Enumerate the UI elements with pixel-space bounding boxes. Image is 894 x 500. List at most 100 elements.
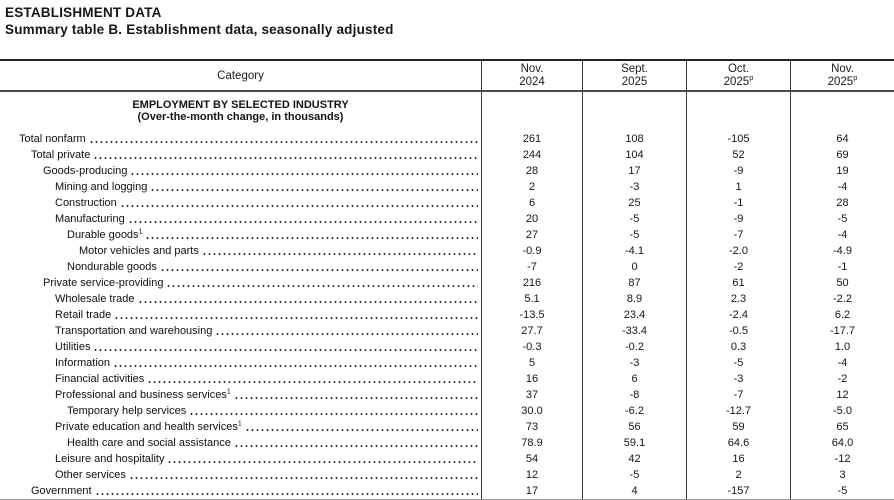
column-header-nov-2025: Nov. 2025p bbox=[790, 61, 894, 90]
section-title: EMPLOYMENT BY SELECTED INDUSTRY bbox=[132, 99, 349, 111]
row-value: -5 bbox=[582, 211, 686, 227]
row-category-cell: Private education and health services1 bbox=[0, 419, 481, 435]
page-title: Summary table B. Establishment data, sea… bbox=[5, 22, 394, 37]
row-value: 59.1 bbox=[582, 435, 686, 451]
row-value: -12 bbox=[790, 451, 894, 467]
row-value: -9 bbox=[686, 163, 790, 179]
table-row: Retail trade -13.5 23.4 -2.4 6.2 bbox=[0, 307, 894, 323]
table-row: Manufacturing 20 -5 -9 -5 bbox=[0, 211, 894, 227]
section-header-cell: EMPLOYMENT BY SELECTED INDUSTRY (Over-th… bbox=[0, 92, 481, 131]
row-value: -4 bbox=[790, 227, 894, 243]
row-value: 261 bbox=[481, 131, 582, 147]
row-label: Durable goods1 bbox=[67, 227, 142, 243]
row-label: Temporary help services bbox=[67, 403, 186, 419]
row-label-text: Health care and social assistance bbox=[67, 437, 231, 449]
table-body: EMPLOYMENT BY SELECTED INDUSTRY (Over-th… bbox=[0, 92, 894, 499]
column-header-year: 2025p bbox=[723, 72, 754, 88]
row-category-cell: Wholesale trade bbox=[0, 291, 481, 307]
dot-leader bbox=[200, 243, 478, 259]
row-value: -12.7 bbox=[686, 403, 790, 419]
dot-leader bbox=[92, 339, 478, 355]
row-value: -157 bbox=[686, 483, 790, 499]
dot-leader bbox=[243, 419, 478, 435]
table-row: Financial activities 16 6 -3 -2 bbox=[0, 371, 894, 387]
dot-leader bbox=[144, 227, 478, 243]
row-label: Professional and business services1 bbox=[55, 387, 231, 403]
row-label: Financial activities bbox=[55, 371, 144, 387]
row-value: 64.0 bbox=[790, 435, 894, 451]
row-label-text: Total private bbox=[31, 149, 91, 161]
row-value: 6.2 bbox=[790, 307, 894, 323]
row-value: -17.7 bbox=[790, 323, 894, 339]
row-category-cell: Nondurable goods bbox=[0, 259, 481, 275]
row-value: 104 bbox=[582, 147, 686, 163]
row-value: -0.9 bbox=[481, 243, 582, 259]
row-value: -5 bbox=[686, 355, 790, 371]
table-row: Information 5 -3 -5 -4 bbox=[0, 355, 894, 371]
row-label: Other services bbox=[55, 467, 126, 483]
row-value: -6.2 bbox=[582, 403, 686, 419]
row-value: 28 bbox=[790, 195, 894, 211]
row-value: 4 bbox=[582, 483, 686, 499]
table-row: Government 17 4 -157 -5 bbox=[0, 483, 894, 499]
row-category-cell: Health care and social assistance bbox=[0, 435, 481, 451]
row-value: 2.3 bbox=[686, 291, 790, 307]
row-category-cell: Retail trade bbox=[0, 307, 481, 323]
row-value: -0.2 bbox=[582, 339, 686, 355]
row-value: 27.7 bbox=[481, 323, 582, 339]
row-label: Utilities bbox=[55, 339, 90, 355]
row-category-cell: Other services bbox=[0, 467, 481, 483]
category-column-header: Category bbox=[217, 69, 264, 82]
row-value: 64.6 bbox=[686, 435, 790, 451]
row-label-text: Transportation and warehousing bbox=[55, 325, 213, 337]
table-row: Professional and business services1 37 -… bbox=[0, 387, 894, 403]
dot-leader bbox=[165, 275, 478, 291]
dot-leader bbox=[158, 259, 478, 275]
page-titles: ESTABLISHMENT DATA Summary table B. Esta… bbox=[0, 0, 894, 38]
row-label: Mining and logging bbox=[55, 179, 147, 195]
table-row: Temporary help services 30.0 -6.2 -12.7 … bbox=[0, 403, 894, 419]
dot-leader bbox=[166, 451, 478, 467]
row-value: 8.9 bbox=[582, 291, 686, 307]
row-value: -2.0 bbox=[686, 243, 790, 259]
row-footnote-marker: 1 bbox=[226, 388, 231, 396]
dot-leader bbox=[113, 307, 478, 323]
column-header-month: Sept. bbox=[621, 62, 648, 75]
table-row: Other services 12 -5 2 3 bbox=[0, 467, 894, 483]
row-value: 1.0 bbox=[790, 339, 894, 355]
table-header-row: Category Nov. 2024 Sept. 2025 Oct. 2025p… bbox=[0, 61, 894, 92]
row-value: 2 bbox=[686, 467, 790, 483]
row-value: -105 bbox=[686, 131, 790, 147]
row-label: Nondurable goods bbox=[67, 259, 157, 275]
row-label-text: Durable goods bbox=[67, 229, 139, 241]
row-value: -2.4 bbox=[686, 307, 790, 323]
row-label: Total private bbox=[31, 147, 90, 163]
row-value: 108 bbox=[582, 131, 686, 147]
table-row: Durable goods1 27 -5 -7 -4 bbox=[0, 227, 894, 243]
row-value: -5 bbox=[790, 483, 894, 499]
row-value: 216 bbox=[481, 275, 582, 291]
row-value: 16 bbox=[481, 371, 582, 387]
dot-leader bbox=[232, 435, 478, 451]
row-value: 42 bbox=[582, 451, 686, 467]
row-label-text: Retail trade bbox=[55, 309, 112, 321]
row-value: -5 bbox=[582, 227, 686, 243]
dot-leader bbox=[136, 291, 478, 307]
row-value: -7 bbox=[481, 259, 582, 275]
row-category-cell: Total nonfarm bbox=[0, 131, 481, 147]
dot-leader bbox=[127, 467, 478, 483]
row-category-cell: Manufacturing bbox=[0, 211, 481, 227]
row-value: -5 bbox=[790, 211, 894, 227]
row-value: -8 bbox=[582, 387, 686, 403]
row-label: Total nonfarm bbox=[19, 131, 86, 147]
row-category-cell: Total private bbox=[0, 147, 481, 163]
dot-leader bbox=[188, 403, 478, 419]
row-value: -1 bbox=[686, 195, 790, 211]
row-label: Wholesale trade bbox=[55, 291, 135, 307]
dot-leader bbox=[126, 211, 478, 227]
row-value: -7 bbox=[686, 387, 790, 403]
row-value: 23.4 bbox=[582, 307, 686, 323]
column-header-year: 2025p bbox=[827, 72, 858, 88]
column-header-month: Nov. bbox=[520, 62, 544, 75]
table-row: Goods-producing 28 17 -9 19 bbox=[0, 163, 894, 179]
